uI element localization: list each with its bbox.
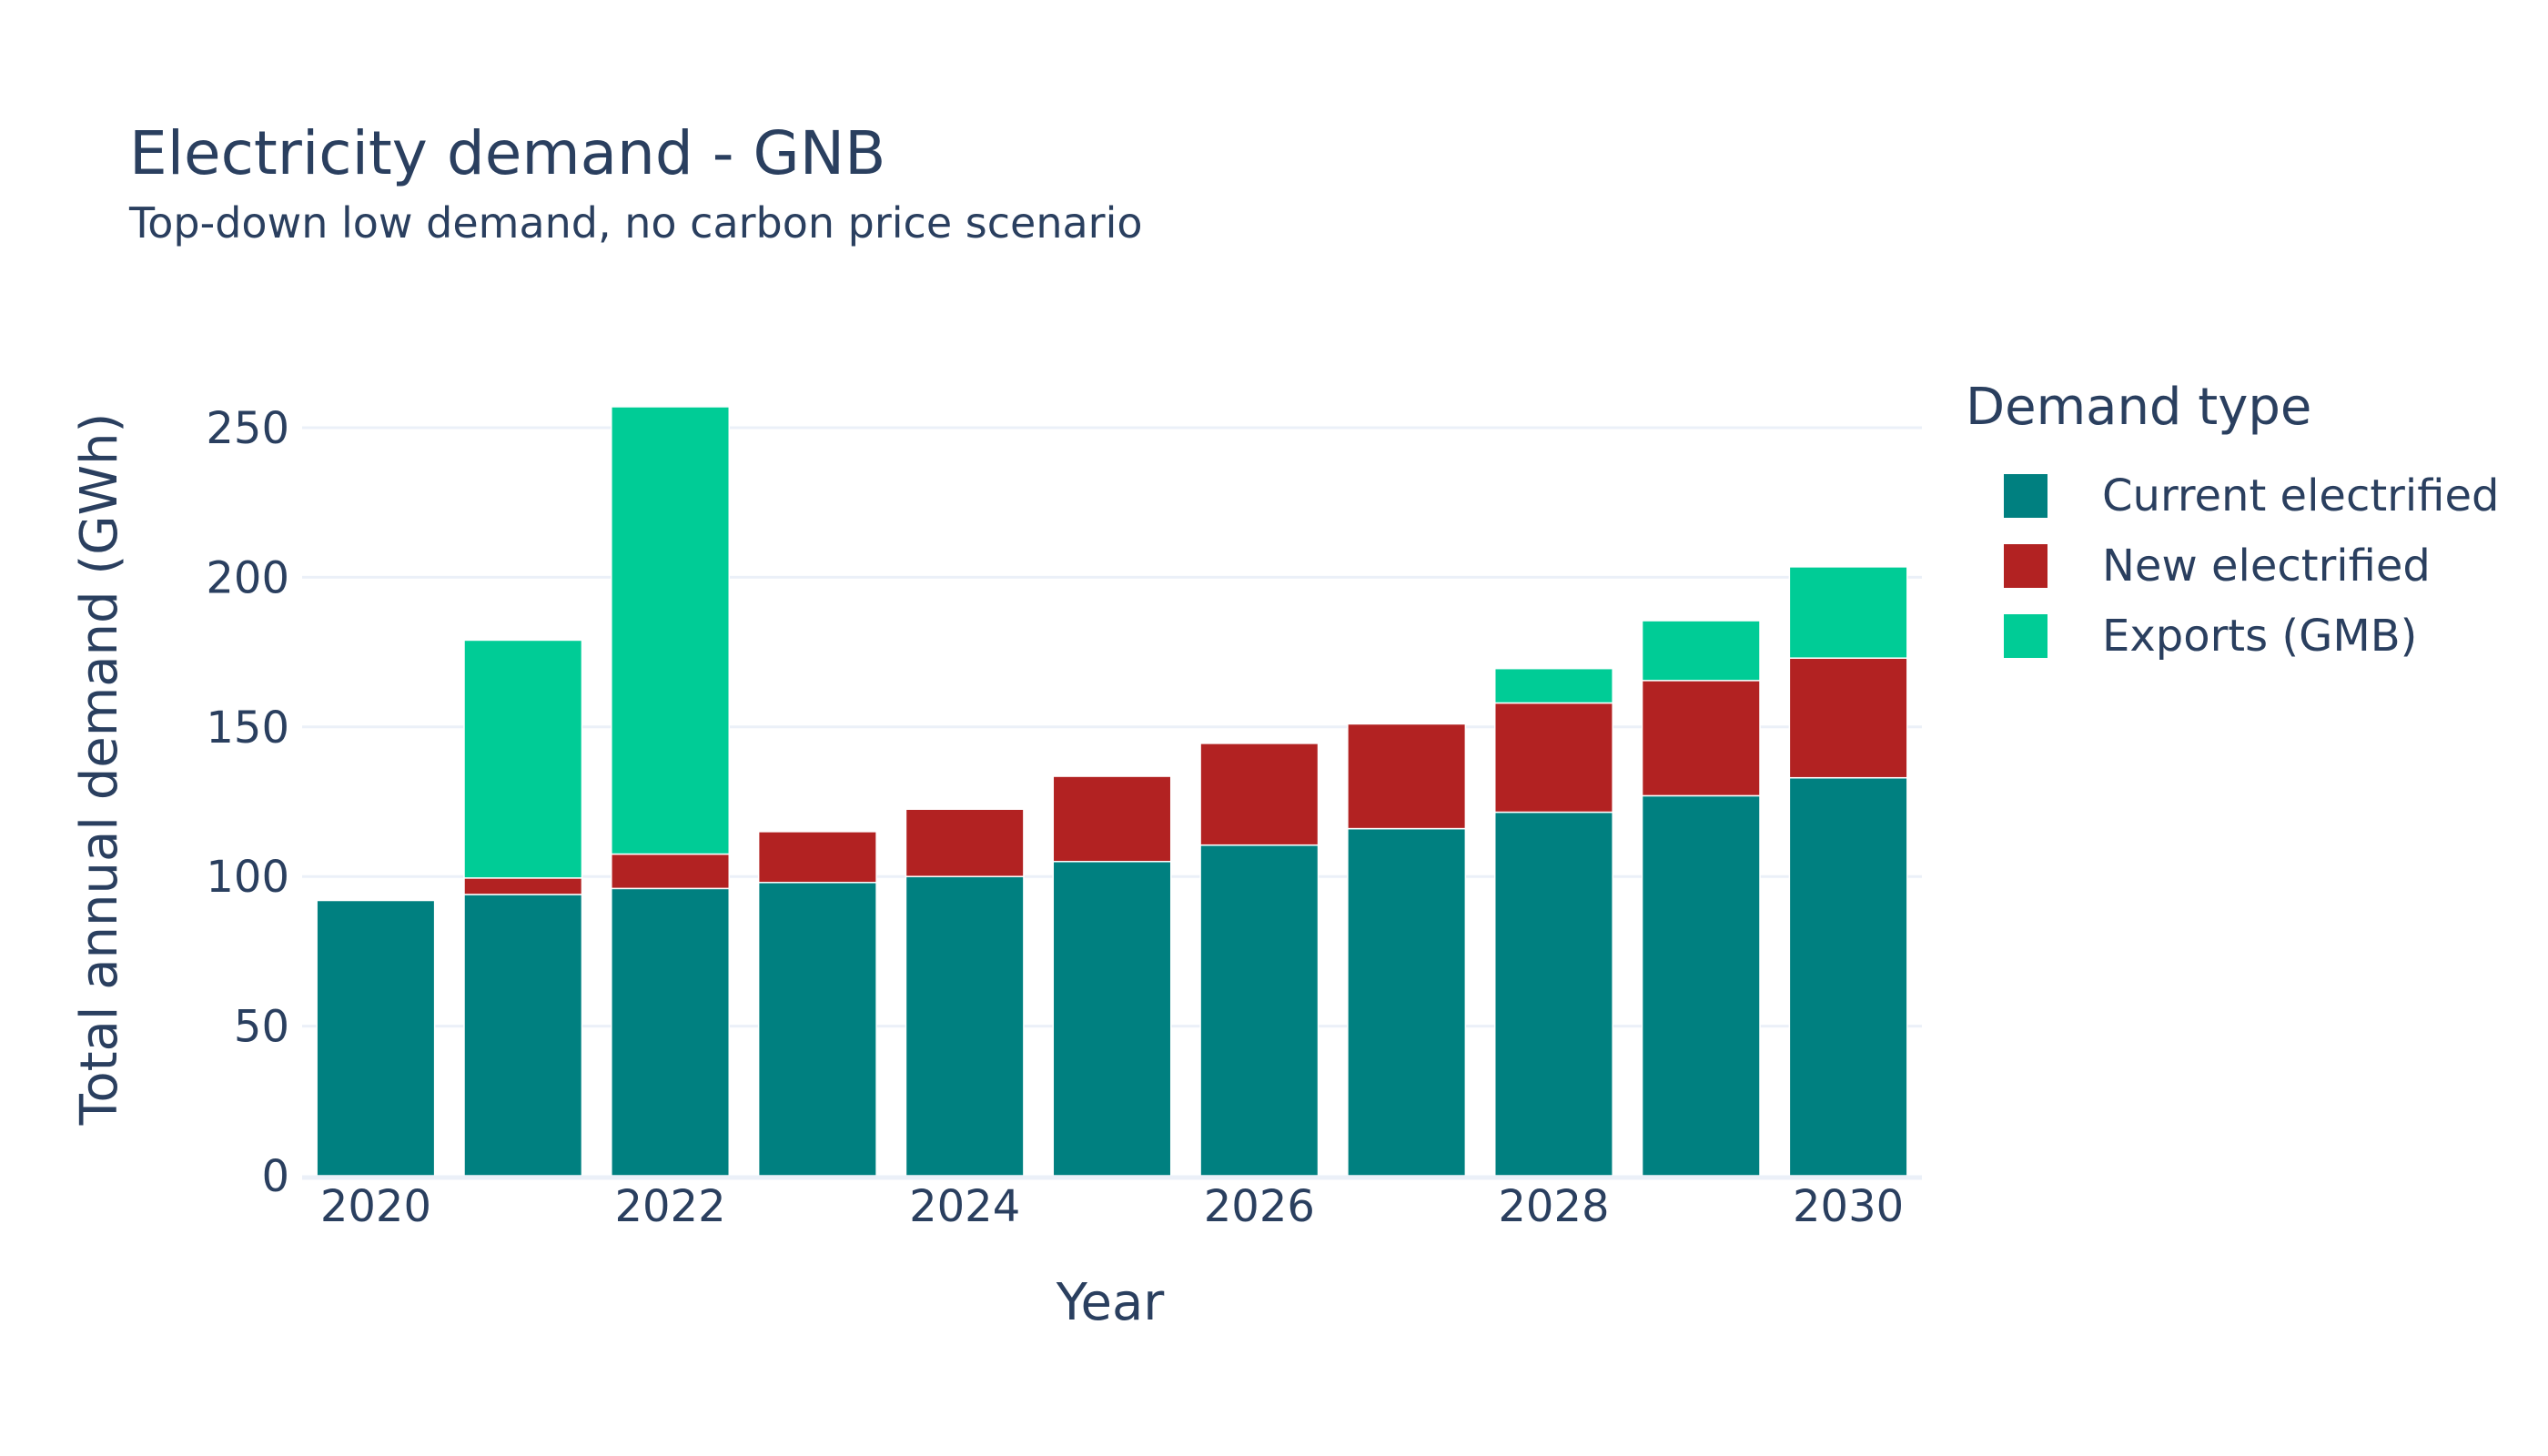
y-tick-label: 150 bbox=[206, 703, 289, 753]
chart-subtitle: Top-down low demand, no carbon price sce… bbox=[129, 198, 1143, 248]
legend-title: Demand type bbox=[1966, 378, 2312, 437]
legend-item-new-electrified[interactable]: New electrified bbox=[2004, 531, 2499, 601]
chart-title: Electricity demand - GNB bbox=[129, 118, 886, 188]
legend-swatch bbox=[2004, 613, 2048, 658]
x-tick-label: 2030 bbox=[1793, 1181, 1904, 1232]
x-tick-label: 2026 bbox=[1204, 1181, 1315, 1232]
bar-segment[interactable] bbox=[1641, 620, 1761, 682]
y-tick-label: 200 bbox=[206, 552, 289, 603]
legend-label: New electrified bbox=[2102, 540, 2431, 592]
bar-segment[interactable] bbox=[611, 406, 731, 855]
bar-segment[interactable] bbox=[905, 808, 1025, 877]
legend-item-exports-gmb[interactable]: Exports (GMB) bbox=[2004, 601, 2499, 671]
bar-segment[interactable] bbox=[1052, 861, 1172, 1177]
bar-segment[interactable] bbox=[1493, 811, 1613, 1177]
bar-segment[interactable] bbox=[1641, 680, 1761, 797]
bar-segment[interactable] bbox=[1641, 794, 1761, 1177]
legend-item-current-electrified[interactable]: Current electrified bbox=[2004, 460, 2499, 531]
bar-segment[interactable] bbox=[905, 875, 1025, 1177]
x-tick-label: 2028 bbox=[1498, 1181, 1609, 1232]
bar-segment[interactable] bbox=[1052, 775, 1172, 863]
legend-label: Current electrified bbox=[2102, 470, 2500, 521]
legend-swatch bbox=[2004, 543, 2048, 588]
x-axis-ticks: 2020 2022 2024 2026 2028 2030 bbox=[320, 1181, 1904, 1232]
bar-segment[interactable] bbox=[463, 877, 583, 895]
bar-segment[interactable] bbox=[1199, 743, 1320, 846]
y-tick-label: 0 bbox=[261, 1151, 289, 1202]
bar-segment[interactable] bbox=[1788, 566, 1908, 659]
x-tick-label: 2022 bbox=[614, 1181, 725, 1232]
y-tick-label: 100 bbox=[206, 852, 289, 903]
x-axis-title: Year bbox=[1056, 1273, 1166, 1332]
bar-segment[interactable] bbox=[757, 882, 877, 1177]
bar-segment[interactable] bbox=[1199, 844, 1320, 1177]
y-tick-label: 50 bbox=[234, 1002, 289, 1053]
x-tick-label: 2020 bbox=[320, 1181, 431, 1232]
bar-segment[interactable] bbox=[1788, 657, 1908, 779]
bar-segment[interactable] bbox=[1347, 723, 1467, 830]
bar-segment[interactable] bbox=[1788, 776, 1908, 1177]
y-tick-label: 250 bbox=[206, 403, 289, 454]
y-axis-title: Total annual demand (GWh) bbox=[70, 413, 129, 1127]
bar-segment[interactable] bbox=[463, 894, 583, 1177]
bar-segment[interactable] bbox=[463, 639, 583, 879]
bar-segment[interactable] bbox=[1493, 667, 1613, 704]
bar-segment[interactable] bbox=[611, 853, 731, 890]
bars bbox=[316, 406, 1908, 1177]
x-tick-label: 2024 bbox=[909, 1181, 1020, 1232]
legend-swatch bbox=[2004, 473, 2048, 518]
bar-segment[interactable] bbox=[1347, 827, 1467, 1177]
bar-segment[interactable] bbox=[1493, 702, 1613, 814]
bar-segment[interactable] bbox=[316, 899, 436, 1177]
legend: Demand type Current electrified New elec… bbox=[1966, 382, 2499, 671]
bar-segment[interactable] bbox=[757, 831, 877, 884]
bar-segment[interactable] bbox=[611, 887, 731, 1177]
y-axis-ticks: 0 50 100 150 200 250 bbox=[206, 403, 289, 1202]
legend-label: Exports (GMB) bbox=[2102, 610, 2418, 662]
